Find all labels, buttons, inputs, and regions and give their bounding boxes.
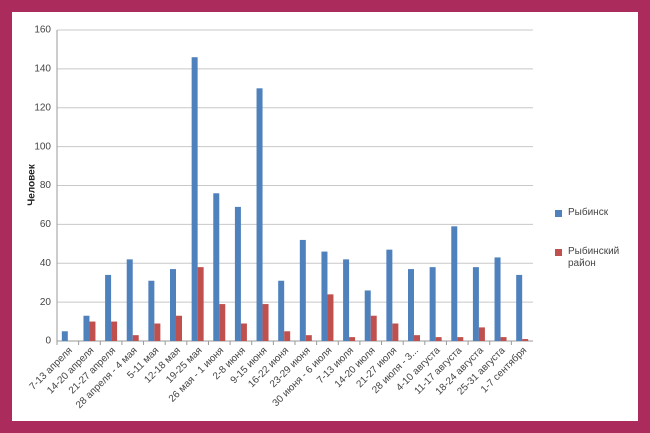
bar [414,335,420,341]
bar [132,335,139,341]
y-tick-label: 120 [34,102,51,113]
y-tick-label: 100 [34,141,51,152]
bar [213,193,220,341]
bar [516,274,523,341]
bar [154,323,161,341]
legend-label: Рыбинск [568,207,609,218]
bar [299,239,306,341]
bar [500,337,507,341]
bar [392,323,399,341]
bar [262,304,269,341]
bar [472,267,479,341]
bar [370,315,377,341]
bar [457,337,464,341]
bar [170,269,176,341]
y-tick-label: 20 [40,297,52,308]
bar [191,57,198,342]
bar [83,315,90,341]
bar [408,269,414,341]
bar [386,249,393,341]
bar [219,304,226,341]
y-tick-label: 140 [34,64,51,75]
bar [364,290,371,341]
y-tick-label: 40 [40,258,52,269]
bar [327,294,334,341]
bar [451,226,458,341]
bar [256,88,263,341]
bar [429,267,436,341]
bar [197,267,204,341]
bar [148,280,155,341]
bar [343,259,350,341]
bar [478,327,485,341]
legend-swatch [555,210,562,217]
bar [435,337,442,341]
bar [305,335,312,341]
y-tick-label: 160 [34,25,51,36]
bar [126,259,133,341]
bar [284,331,291,341]
y-axis-label: Человек [27,163,38,205]
y-tick-label: 80 [40,180,52,191]
bar [234,206,241,341]
panel [12,12,638,421]
bar [105,274,112,341]
bar [240,323,247,341]
bar [278,280,285,341]
bar [522,339,529,341]
y-tick-label: 0 [45,336,51,347]
bar [89,321,96,341]
bar [494,257,501,341]
legend-swatch [555,249,562,256]
bar [61,331,68,341]
bar [176,315,182,341]
bar [321,251,328,341]
bar [349,337,356,341]
y-tick-label: 60 [40,219,52,230]
bar [111,321,118,341]
legend-label: Рыбинский район [568,246,620,269]
